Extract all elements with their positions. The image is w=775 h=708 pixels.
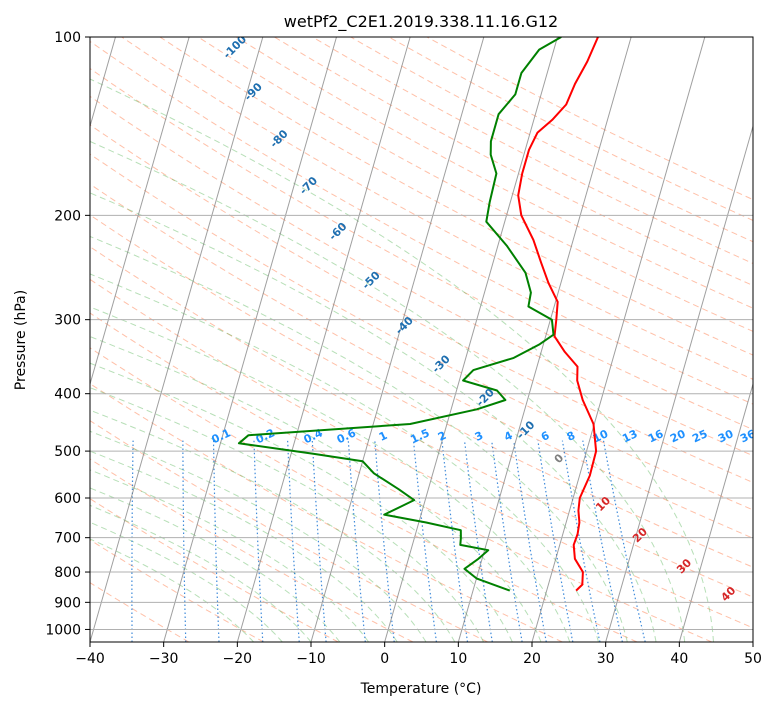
dry-adiabat-line [90,183,753,539]
mixing-ratio-line [253,440,264,642]
y-axis-label: Pressure (hPa) [13,290,29,390]
dry-adiabat-line [121,37,753,380]
x-tick-label: 50 [744,651,762,667]
x-tick-label: 20 [523,651,541,667]
y-tick-label: 1000 [45,622,81,638]
isotherm-line [531,37,706,642]
y-tick-label: 900 [54,595,81,611]
x-axis-label: Temperature (°C) [360,681,482,697]
isotherm-line [384,37,558,642]
x-tick-label: −30 [149,651,179,667]
x-tick-label: −20 [223,651,253,667]
dry-adiabat-line [90,539,264,642]
moist-adiabat-line [90,430,427,642]
mixing-ratio-label: 36 [738,427,758,445]
x-tick-label: 40 [670,651,688,667]
moist-adiabat-line [90,306,571,642]
moist-adiabat-line [90,387,484,642]
moist-adiabat-line [90,192,657,642]
mixing-ratio-line [412,440,437,642]
dry-adiabat-line [90,278,753,629]
y-tick-label: 500 [54,444,81,460]
isotherm-line [90,37,264,642]
moist-adiabat-line [90,538,254,642]
mixing-ratio-line [347,440,366,642]
isotherm-line [163,37,337,642]
dewpoint-profile-line [237,37,562,592]
moist-adiabat-line [90,504,312,642]
x-tick-label: −40 [75,651,105,667]
moist-adiabat-line [90,273,599,642]
moist-adiabat-line [90,140,686,642]
mixing-ratio-line [491,440,523,642]
mixing-ratio-line [513,440,547,642]
y-tick-label: 200 [54,208,81,224]
isotherm-line [678,382,753,642]
mixing-ratio-line [441,440,469,642]
profile-lines [237,37,599,592]
plot-frame [89,36,754,643]
y-tick-label: 100 [54,30,81,46]
mixing-ratio-line [287,440,300,642]
mixing-ratio-label: 20 [668,427,688,445]
dry-adiabat-line [90,246,753,598]
background-lines [90,37,753,642]
mixing-ratio-line [582,440,623,642]
x-tick-label: 30 [597,651,615,667]
moist-adiabat-line [90,78,714,642]
x-axis-ticks: −40 −30 −20 −10 0 10 20 30 40 50 [75,642,762,667]
y-tick-label: 600 [54,491,81,507]
dry-adiabat-line [90,458,414,642]
x-tick-label: 10 [449,651,467,667]
x-tick-label: −10 [296,651,326,667]
mixing-ratio-line [213,440,220,642]
y-axis-ticks: 100 200 300 400 500 600 700 800 900 1000 [45,30,90,638]
dry-adiabat-line [197,37,753,332]
y-tick-label: 300 [54,313,81,329]
dry-adiabat-line [235,37,753,309]
mixing-ratio-line [537,440,574,642]
dry-adiabat-line [90,312,712,642]
dry-adiabat-line [90,347,638,642]
isotherm-line [605,124,753,642]
dry-adiabat-line [90,214,753,568]
y-tick-label: 400 [54,387,81,403]
y-tick-label: 700 [54,531,81,547]
dry-adiabat-line [90,124,753,484]
dry-adiabat-line [90,582,190,642]
dry-adiabat-line [90,40,753,405]
isotherm-line [236,37,411,642]
mixing-ratio-label: 25 [690,427,709,445]
isotherm-line [310,37,485,642]
y-tick-label: 800 [54,565,81,581]
mixing-ratio-line [311,440,327,642]
moist-adiabat-line [90,409,456,642]
chart-title: wetPf2_C2E1.2019.338.11.16.G12 [284,12,558,32]
x-tick-label: 0 [380,651,389,667]
dry-adiabat-line [90,153,753,511]
mixing-ratio-line [463,440,493,642]
mixing-ratio-label: 13 [620,427,639,445]
dry-adiabat-line [90,420,488,642]
isotherm-line [90,37,190,386]
mixing-ratio-label: 16 [646,427,666,445]
moist-adiabat-line [90,450,398,642]
pressure-grid [90,37,753,630]
temperature-profile-line [517,37,599,592]
mixing-ratio-label: 30 [716,427,736,445]
mixing-ratio-line [131,440,134,642]
mixing-ratio-line [561,440,601,642]
mixing-ratio-line [602,440,646,642]
isotherm-line [457,37,632,642]
moist-adiabat-line [90,521,283,642]
mixing-ratio-line [182,440,187,642]
